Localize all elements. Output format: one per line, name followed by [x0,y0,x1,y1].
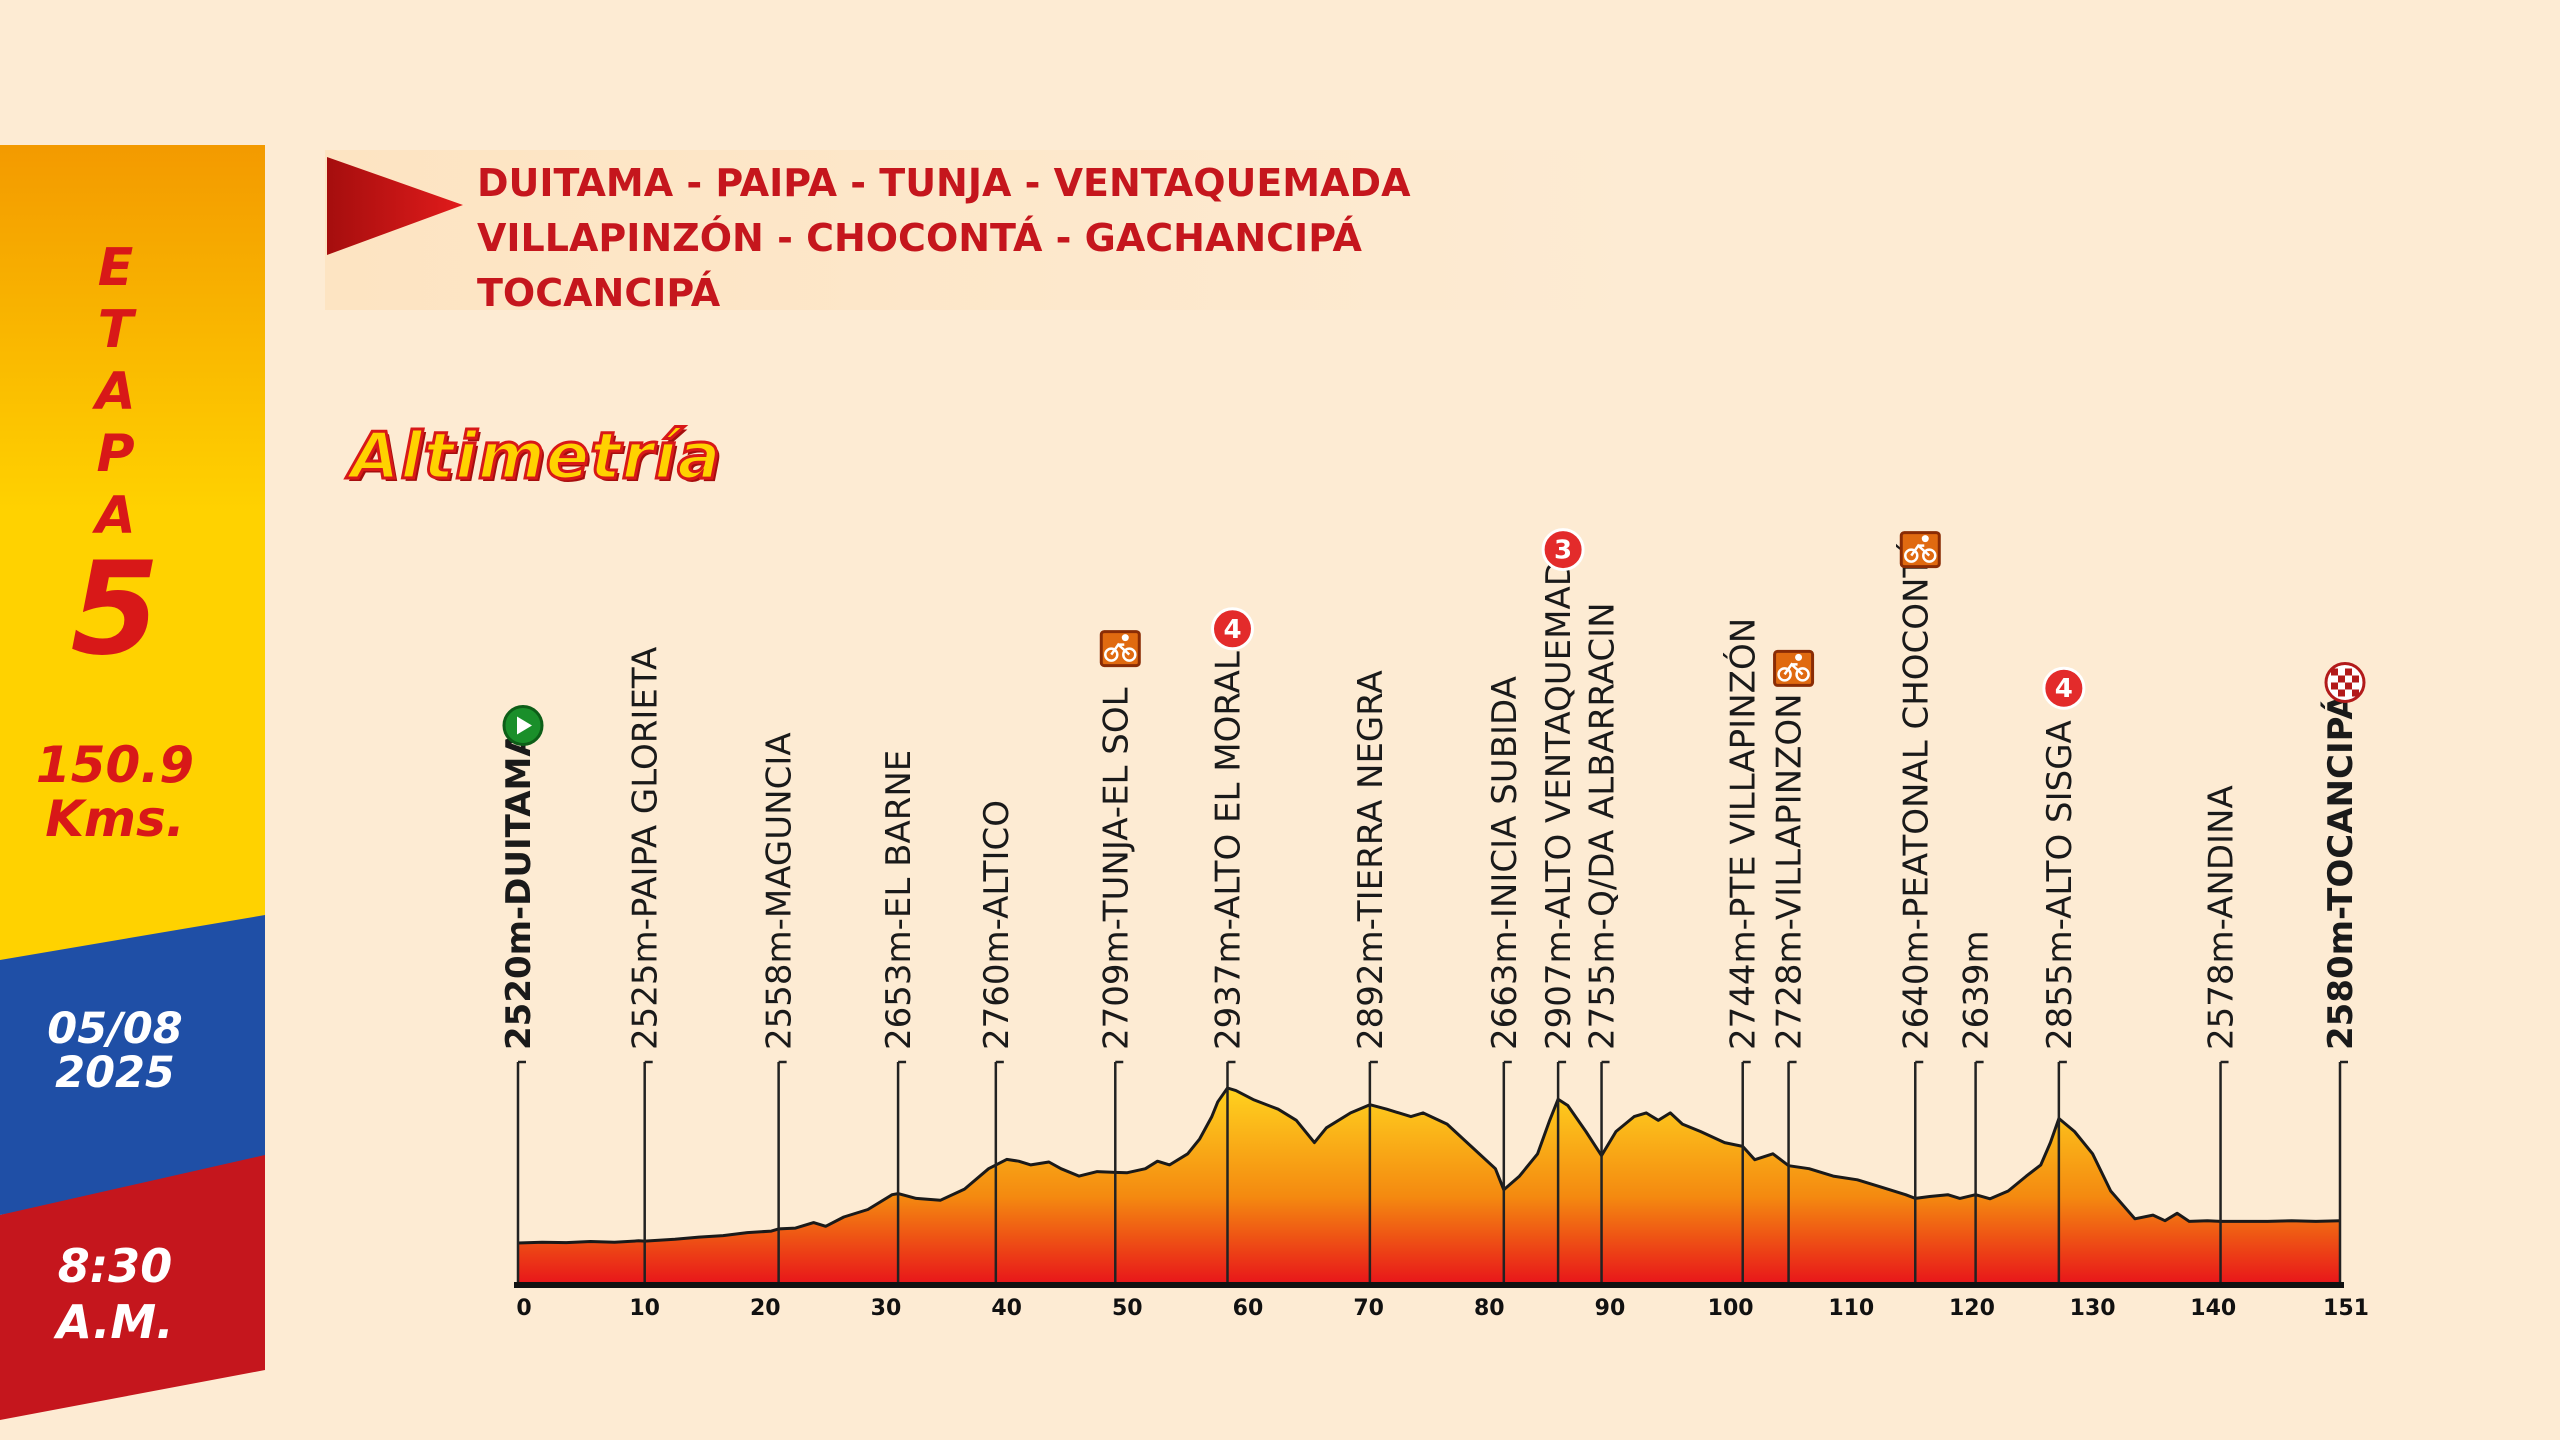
annotation-label: 2728m-VILLAPINZON [1770,693,1810,1050]
finish-icon-check [2331,682,2338,690]
x-tick-label: 10 [629,1296,660,1321]
sprint-icon-wheel [1904,548,1919,563]
x-tick-label: 151 [2323,1296,2369,1321]
x-tick-label: 120 [1949,1296,1995,1321]
sprint-icon-rider [1921,535,1929,543]
x-tick-label: 0 [516,1296,531,1321]
profile-area [518,1088,2340,1285]
annotation-label: 2744m-PTE VILLAPINZÓN [1723,618,1764,1050]
sprint-icon-rider [1795,653,1803,661]
sprint-icon-wheel [1795,667,1810,682]
x-tick-label: 100 [1708,1296,1754,1321]
x-tick-label: 30 [871,1296,902,1321]
kom-category-label: 4 [1223,615,1241,645]
sprint-icon-wheel [1122,647,1137,662]
finish-icon-check [2352,675,2359,683]
finish-icon-check [2338,675,2345,683]
annotation-label: 2709m-TUNJA-EL SOL [1096,687,1136,1050]
route-text: DUITAMA - PAIPA - TUNJA - VENTAQUEMADA V… [477,156,1411,321]
sprint-icon-wheel [1777,667,1792,682]
stage-date: 05/08 2025 [0,1007,250,1095]
date-line2: 2025 [55,1048,175,1098]
x-tick-label: 140 [2190,1296,2236,1321]
distance-unit: Kms. [45,790,185,848]
finish-icon-check [2345,668,2352,676]
kom-icon [1541,528,1585,572]
x-tick-label: 50 [1112,1296,1143,1321]
annotation-label: 2892m-TIERRA NEGRA [1351,670,1391,1050]
sprint-icon [1099,630,1141,668]
x-tick-label: 40 [991,1296,1022,1321]
sprint-icon-box [1773,649,1815,687]
annotation-label: 2755m-Q/DA ALBARRACIN [1583,602,1623,1050]
sprint-icon-wheel [1922,548,1937,563]
kom-category-label: 4 [2055,674,2073,704]
time-line1: 8:30 [57,1239,173,1293]
stage-word-text: ETAPA [85,238,146,548]
x-tick-label: 80 [1474,1296,1505,1321]
annotation-label: 2520m-DUITAMA [499,730,539,1050]
annotation-label: 2525m-PAIPA GLORIETA [626,647,666,1050]
stage-word: ETAPA [0,238,250,560]
finish-icon [2324,662,2366,703]
x-tick-label: 90 [1595,1296,1626,1321]
route-arrow-icon [327,157,463,255]
stage-number: 5 [70,535,160,684]
route-line-1: DUITAMA - PAIPA - TUNJA - VENTAQUEMADA [477,161,1411,205]
x-tick-label: 20 [750,1296,781,1321]
x-tick-label: 60 [1233,1296,1264,1321]
profile-layer [517,1086,2341,1285]
sprint-icon [1899,531,1941,569]
annotation-label: 2855m-ALTO SISGA [2040,720,2080,1050]
sprint-icon-box [1899,531,1941,569]
chart-title: Altimetría [348,419,722,496]
x-tick-label: 110 [1828,1296,1874,1321]
kom-icon [2042,666,2086,710]
time-line2: A.M. [56,1295,174,1349]
annotation-label: 2580m-TOCANCIPÁ [2320,693,2361,1050]
finish-icon-check [2338,689,2345,697]
stage-sidebar: ETAPA 5 150.9 Kms. 05/08 2025 8:30 A.M. [0,0,270,1440]
sprint-icon-box [1099,630,1141,668]
finish-icon-check [2331,668,2338,676]
sprint-icon-wheel [1104,647,1119,662]
sprint-icon-frame [1910,543,1931,557]
annotation-label: 2937m-ALTO EL MORAL [1208,651,1248,1050]
annotation-label: 2653m-EL BARNE [879,750,919,1050]
sprint-icon-frame [1783,662,1804,676]
route-line-3: TOCANCIPÁ [477,271,721,315]
x-tick-label: 130 [2070,1296,2116,1321]
annotation-label: 2907m-ALTO VENTAQUEMADA [1539,537,1579,1050]
sprint-icon-rider [1121,634,1129,642]
x-axis: 0 10 20 30 40 50 60 70 80 90 100 110 120 130 140 151 [514,1282,2369,1321]
stage-time: 8:30 A.M. [0,1238,250,1350]
sprint-icon [1773,649,1815,687]
date-line1: 05/08 [47,1004,183,1054]
annotation-label: 2640m-PEATONAL CHOCONTÁ [1895,536,1936,1050]
x-tick-label: 70 [1353,1296,1384,1321]
stage-distance: 150.9 Kms. [0,738,250,846]
annotation-label: 2760m-ALTICO [977,800,1017,1050]
start-icon-arrow [517,716,532,735]
sidebar-background [0,145,265,1420]
annotation-label: 2639m [1957,930,1997,1050]
annotation-label: 2558m-MAGUNCIA [760,732,800,1050]
annotation-label: 2578m-ANDINA [2202,785,2242,1050]
profile-line [517,1086,2341,1245]
finish-icon-check [2352,689,2359,697]
annotation-layer: 2520m-DUITAMA 2525m-PAIPA GLORIETA 2558m-M… [499,528,2366,1285]
sprint-icon-frame [1110,642,1131,656]
kom-category-label: 3 [1554,536,1572,566]
annotation-label: 2663m-INICIA SUBIDA [1485,676,1525,1050]
route-line-2: VILLAPINZÓN - CHOCONTÁ - GACHANCIPÁ [477,216,1362,260]
kom-icon [1210,607,1254,651]
distance-value: 150.9 [35,736,195,794]
finish-icon-check [2345,682,2352,690]
route-banner: DUITAMA - PAIPA - TUNJA - VENTAQUEMADA V… [325,150,1635,315]
